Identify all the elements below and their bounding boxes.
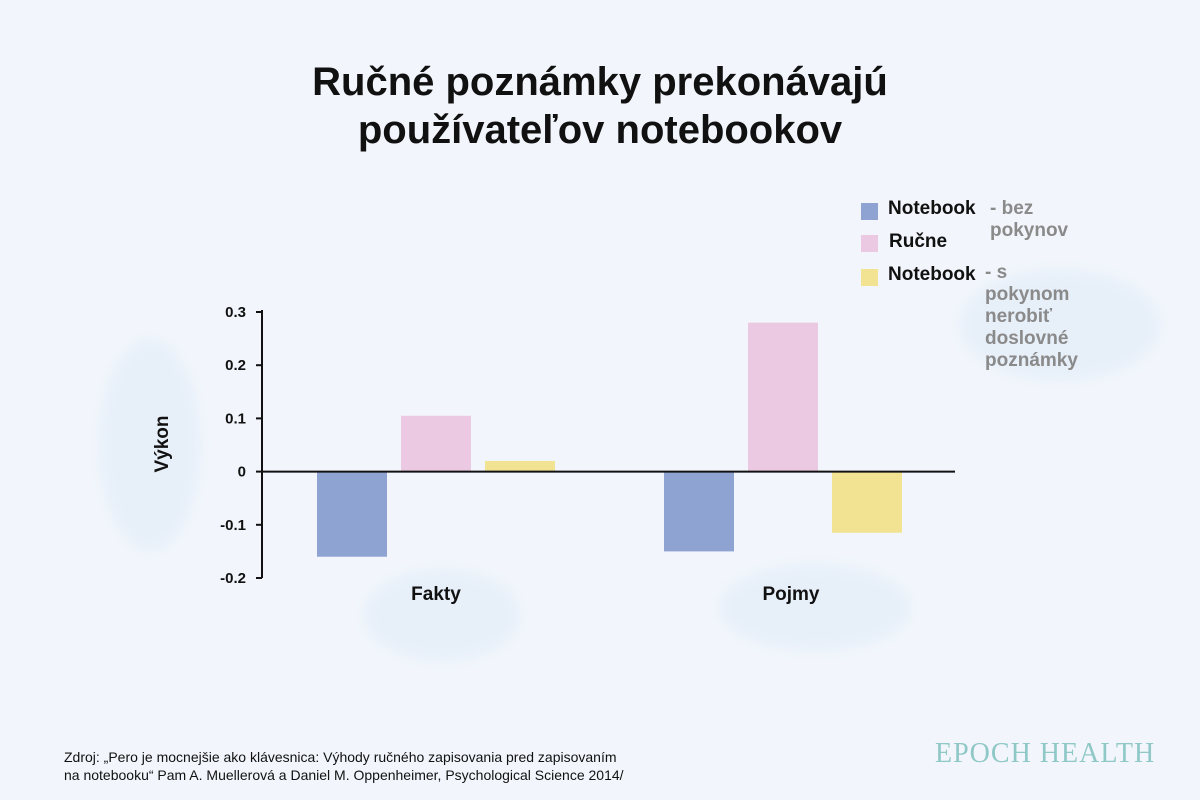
y-tick-label: 0.2 [225,357,246,374]
source-citation: Zdroj: „Pero je mocnejšie ako klávesnica… [64,748,624,784]
bar-fakty-series-2 [485,460,555,472]
y-tick-label: -0.1 [220,517,246,534]
y-tick-label: 0 [238,464,246,481]
chart-title-line-2: používateľov notebookov [357,108,843,152]
background-blob [720,565,910,650]
source-line-2: na notebooku“ Pam A. Muellerová a Daniel… [64,767,624,783]
legend-note: - bez pokynov [990,198,1069,241]
source-line-1: Zdroj: „Pero je mocnejšie ako klávesnica… [64,749,617,765]
bar-pojmy-series-1 [748,322,818,472]
brand-logo: EPOCH HEALTH [935,738,1156,769]
bar-pojmy-series-2 [832,471,902,533]
background-blob [365,570,520,660]
chart-title-line-1: Ručné poznámky prekonávajú [312,60,888,104]
legend-swatch-blue [861,203,878,220]
legend-label: Ručne [889,231,948,252]
y-axis-label: Výkon [152,415,173,472]
category-label-fakty: Fakty [411,584,461,605]
bar-fakty-series-1 [401,415,471,472]
bar-pojmy-series-0 [664,471,734,552]
bar-fakty-series-0 [317,471,387,557]
y-tick-label: -0.2 [220,570,246,587]
legend-label: Notebook [888,264,976,285]
legend-swatch-pink [861,235,878,252]
legend-swatch-yellow [861,269,878,286]
chart-title: Ručné poznámky prekonávajú používateľov … [0,58,1200,154]
legend-label: Notebook [888,198,976,219]
y-tick-label: 0.3 [225,304,246,321]
category-label-pojmy: Pojmy [762,584,819,605]
y-tick-label: 0.1 [225,410,246,427]
background-blob [960,270,1160,380]
background-blob [100,340,200,550]
legend-note: - s pokynom nerobiť doslovné poznámky [985,262,1078,371]
